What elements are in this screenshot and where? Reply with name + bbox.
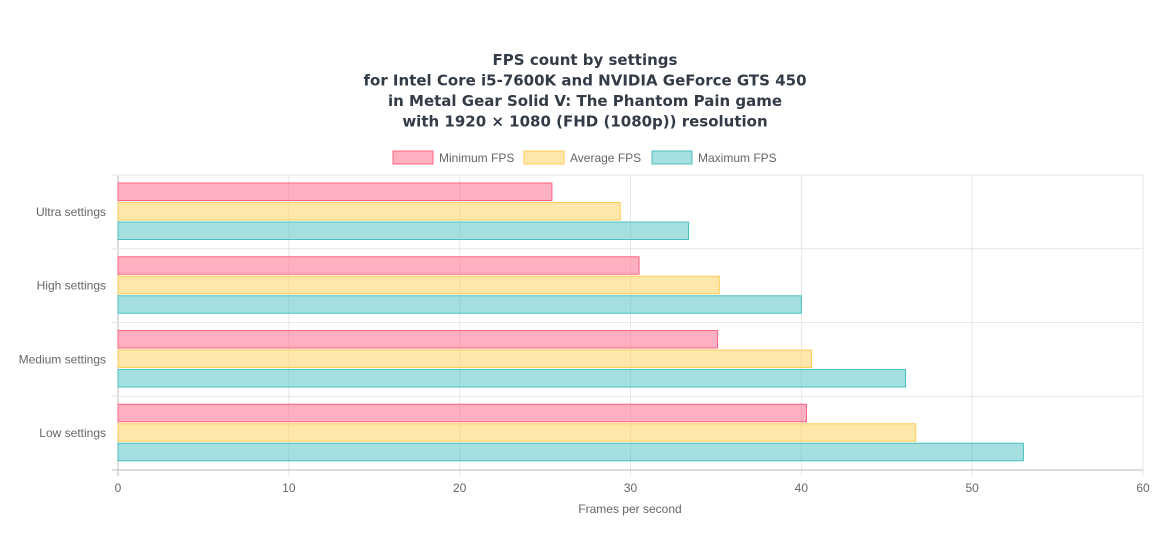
bar-minimum-fps [117,256,640,275]
y-tick-label: Ultra settings [36,205,106,219]
chart-title-line: in Metal Gear Solid V: The Phantom Pain … [388,92,782,110]
bar-average-fps [117,202,621,221]
x-tick-label: 20 [453,481,467,495]
y-tick-label: Medium settings [19,352,106,366]
x-tick-label: 10 [282,481,296,495]
legend-swatch [392,150,434,165]
x-tick-label: 30 [624,481,638,495]
legend-swatch [651,150,693,165]
x-tick-label: 50 [965,481,979,495]
bar-maximum-fps [117,442,1024,462]
chart-title-line: for Intel Core i5-7600K and NVIDIA GeFor… [363,72,806,90]
bar-maximum-fps [117,295,802,314]
bar-maximum-fps [117,221,690,240]
x-tick-label: 40 [795,481,809,495]
bar-minimum-fps [117,182,553,201]
bar-minimum-fps [117,403,807,423]
y-tick-label: High settings [37,279,106,293]
chart-title-line: with 1920 × 1080 (FHD (1080p)) resolutio… [402,113,767,131]
legend-swatch [523,150,565,165]
bar-average-fps [117,349,813,368]
bar-minimum-fps [117,330,719,349]
legend-label: Average FPS [570,151,641,165]
bar-average-fps [117,275,720,295]
x-axis-title: Frames per second [578,502,681,516]
y-tick-label: Low settings [39,426,106,440]
legend-label: Maximum FPS [698,151,777,165]
legend-label: Minimum FPS [439,151,514,165]
x-tick-label: 0 [115,481,122,495]
bar-maximum-fps [117,369,907,388]
x-tick-label: 60 [1136,481,1150,495]
chart-title-line: FPS count by settings [493,51,678,69]
bar-average-fps [117,423,917,442]
